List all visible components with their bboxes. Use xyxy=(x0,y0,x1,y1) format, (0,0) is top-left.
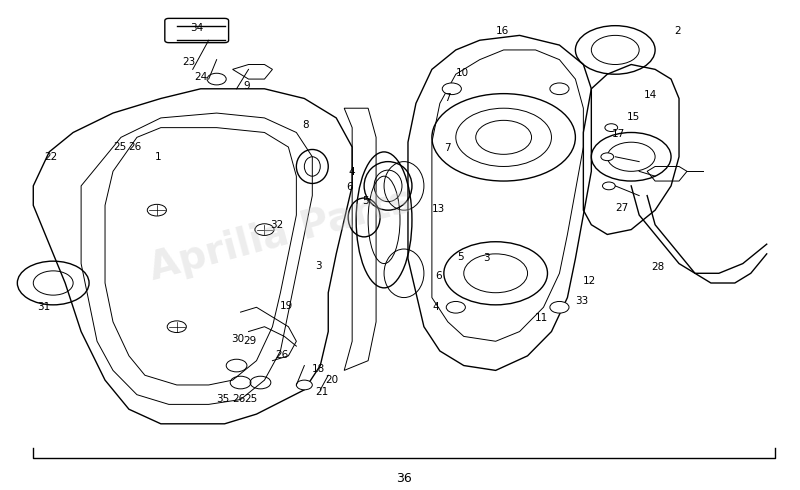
Text: 26: 26 xyxy=(129,142,142,152)
Text: 26: 26 xyxy=(232,393,246,404)
Circle shape xyxy=(167,321,186,333)
Circle shape xyxy=(605,124,618,131)
Text: Aprilia Parts: Aprilia Parts xyxy=(145,181,416,288)
Circle shape xyxy=(446,301,466,313)
Text: 18: 18 xyxy=(312,365,326,374)
Text: 3: 3 xyxy=(315,261,322,270)
Circle shape xyxy=(296,380,312,390)
Text: 36: 36 xyxy=(396,472,412,486)
Text: 27: 27 xyxy=(615,203,628,213)
Text: 2: 2 xyxy=(674,25,681,35)
Text: 26: 26 xyxy=(275,350,289,360)
Text: 30: 30 xyxy=(231,334,244,344)
Text: 35: 35 xyxy=(216,393,230,404)
Text: 11: 11 xyxy=(535,313,549,323)
Text: 6: 6 xyxy=(346,182,353,192)
Text: 4: 4 xyxy=(349,167,355,177)
Circle shape xyxy=(550,83,569,95)
Text: 14: 14 xyxy=(644,90,657,99)
Text: 31: 31 xyxy=(37,302,50,312)
Text: 13: 13 xyxy=(432,204,445,214)
Text: 15: 15 xyxy=(627,112,640,122)
Circle shape xyxy=(147,204,166,216)
Text: 28: 28 xyxy=(652,263,665,272)
Text: 20: 20 xyxy=(325,375,338,385)
Text: 16: 16 xyxy=(495,25,509,35)
Circle shape xyxy=(550,301,569,313)
Text: 29: 29 xyxy=(243,336,257,346)
Circle shape xyxy=(602,182,615,190)
Text: 7: 7 xyxy=(445,143,451,153)
Text: 3: 3 xyxy=(482,253,490,263)
Text: 22: 22 xyxy=(44,152,58,162)
Text: 32: 32 xyxy=(270,220,283,230)
Text: 10: 10 xyxy=(456,68,469,78)
Text: 5: 5 xyxy=(458,252,464,262)
Circle shape xyxy=(207,73,226,85)
Circle shape xyxy=(255,224,274,235)
Text: 7: 7 xyxy=(445,94,451,103)
Text: 19: 19 xyxy=(280,301,294,311)
Text: 23: 23 xyxy=(182,57,195,67)
Text: 12: 12 xyxy=(583,276,596,286)
Text: 5: 5 xyxy=(362,196,369,206)
Circle shape xyxy=(601,153,614,161)
Text: 4: 4 xyxy=(433,302,439,312)
Text: 21: 21 xyxy=(315,387,329,397)
Text: 34: 34 xyxy=(190,23,203,33)
Circle shape xyxy=(442,83,462,95)
Text: 1: 1 xyxy=(154,152,161,162)
Text: 6: 6 xyxy=(435,271,442,281)
Text: 25: 25 xyxy=(244,393,258,404)
Text: 9: 9 xyxy=(244,81,250,91)
Text: 17: 17 xyxy=(612,129,625,140)
Text: 8: 8 xyxy=(302,120,309,130)
Text: 24: 24 xyxy=(194,72,207,82)
Text: 25: 25 xyxy=(113,142,126,152)
Text: 33: 33 xyxy=(575,296,588,306)
